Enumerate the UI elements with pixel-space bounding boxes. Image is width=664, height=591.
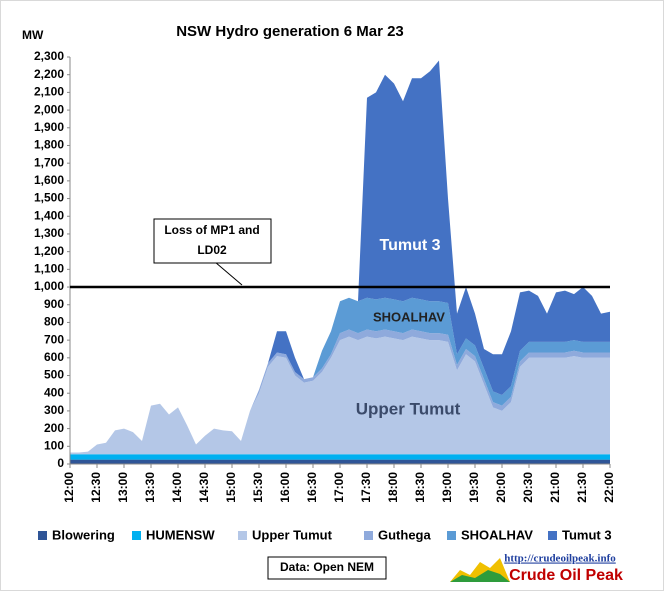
source: Data: Open NEM <box>280 560 374 574</box>
legend-label: Tumut 3 <box>562 527 612 542</box>
legend-swatch <box>132 531 141 540</box>
legend-label: Guthega <box>378 527 431 542</box>
y-tick-label: 400 <box>44 385 64 399</box>
y-tick-label: 1,100 <box>34 262 64 276</box>
y-tick-label: 100 <box>44 438 64 452</box>
x-tick-label: 14:00 <box>170 472 184 503</box>
x-tick-label: 22:00 <box>602 472 616 503</box>
x-tick-label: 18:30 <box>413 472 427 503</box>
annotation: Tumut 3 <box>379 237 440 254</box>
annotation: Loss of MP1 and LD02 <box>164 223 259 257</box>
area <box>70 336 610 455</box>
x-tick-label: 19:30 <box>467 472 481 503</box>
y-tick-label: 2,100 <box>34 85 64 99</box>
annotation-pointer <box>214 261 243 286</box>
annotation: Upper Tumut <box>356 399 461 418</box>
logo-url: http://crudeoilpeak.info <box>504 553 616 565</box>
legend-label: SHOALHAV <box>461 527 533 542</box>
y-axis-label: MW <box>22 28 44 42</box>
y-tick-label: 300 <box>44 403 64 417</box>
x-tick-label: 15:00 <box>224 472 238 503</box>
x-tick-label: 14:30 <box>197 472 211 503</box>
x-tick-label: 17:30 <box>359 472 373 503</box>
y-tick-label: 2,300 <box>34 49 64 63</box>
x-tick-label: 19:00 <box>440 472 454 503</box>
y-tick-label: 1,900 <box>34 120 64 134</box>
y-tick-label: 1,200 <box>34 244 64 258</box>
x-tick-label: 17:00 <box>332 472 346 503</box>
logo-text: Crude Oil Peak <box>509 567 623 584</box>
y-tick-label: 200 <box>44 421 64 435</box>
x-tick-label: 16:30 <box>305 472 319 503</box>
y-tick-label: 600 <box>44 350 64 364</box>
x-tick-label: 13:00 <box>116 472 130 503</box>
y-tick-label: 500 <box>44 368 64 382</box>
x-tick-label: 12:00 <box>62 472 76 503</box>
area <box>70 329 610 453</box>
legend-label: HUMENSW <box>146 527 215 542</box>
legend-label: Blowering <box>52 527 115 542</box>
source-box <box>267 556 387 580</box>
area <box>70 459 610 464</box>
x-tick-label: 20:00 <box>494 472 508 503</box>
x-tick-label: 15:30 <box>251 472 265 503</box>
y-tick-label: 1,500 <box>34 191 64 205</box>
logo-graphic <box>450 570 510 582</box>
logo: http://crudeoilpeak.info Crude Oil Peak <box>450 553 623 584</box>
x-tick-label: 12:30 <box>89 472 103 503</box>
annotation-box <box>153 218 272 264</box>
area <box>70 297 610 453</box>
y-tick-label: 700 <box>44 332 64 346</box>
y-tick-label: 1,000 <box>34 279 64 293</box>
annotation: SHOALHAV <box>373 309 445 324</box>
x-tick-label: 16:00 <box>278 472 292 503</box>
chart-title: NSW Hydro generation 6 Mar 23 <box>176 23 404 40</box>
legend-label: Upper Tumut <box>252 527 333 542</box>
legend-swatch <box>38 531 47 540</box>
x-tick-label: 21:30 <box>575 472 589 503</box>
x-tick-label: 20:30 <box>521 472 535 503</box>
y-tick-label: 800 <box>44 315 64 329</box>
y-tick-label: 1,300 <box>34 226 64 240</box>
x-tick-label: 18:00 <box>386 472 400 503</box>
y-tick-label: 1,700 <box>34 155 64 169</box>
y-tick-label: 1,400 <box>34 208 64 222</box>
legend-swatch <box>447 531 456 540</box>
y-tick-label: 1,600 <box>34 173 64 187</box>
legend-swatch <box>238 531 247 540</box>
y-tick-label: 1,800 <box>34 138 64 152</box>
x-tick-label: 21:00 <box>548 472 562 503</box>
legend-swatch <box>548 531 557 540</box>
y-tick-label: 2,000 <box>34 102 64 116</box>
legend-swatch <box>364 531 373 540</box>
y-tick-label: 0 <box>57 456 64 470</box>
x-tick-label: 13:30 <box>143 472 157 503</box>
y-tick-label: 900 <box>44 297 64 311</box>
area <box>70 454 610 460</box>
y-tick-label: 2,200 <box>34 67 64 81</box>
